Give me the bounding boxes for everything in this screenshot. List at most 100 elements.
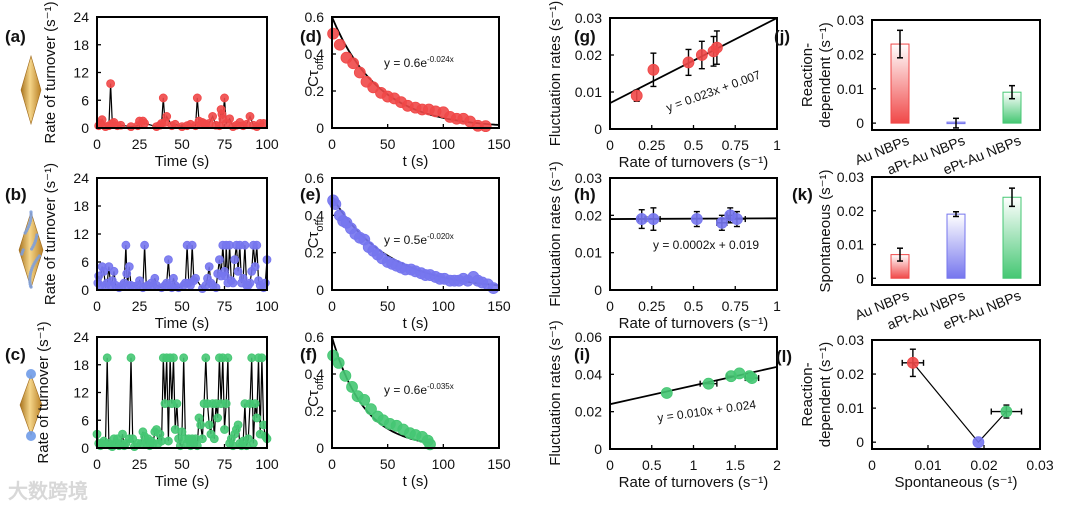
x-tick-label: 150 (487, 136, 511, 152)
axes-frame (609, 17, 778, 130)
x-tick-label: 50 (380, 298, 396, 314)
x-tick-label: 100 (432, 136, 456, 152)
x-tick-label: 75 (217, 456, 233, 472)
y-tick-label: 0.03 (837, 12, 864, 28)
data-point (682, 56, 695, 69)
y-tick-label: 0.6 (305, 170, 325, 186)
x-tick-label: 0.75 (722, 298, 749, 314)
x-tick-label: 25 (132, 298, 148, 314)
data-point (238, 273, 248, 283)
y-axis-label-text: Cτ (305, 70, 322, 87)
y-tick-label: 0 (316, 282, 324, 298)
y-tick-label: 0 (81, 120, 89, 136)
data-point (245, 278, 255, 288)
au-nbp-particle-icon (20, 54, 42, 126)
axes-frame (96, 177, 268, 291)
axes-frame (331, 177, 500, 291)
y-axis-label-line1: Reaction- (799, 43, 816, 107)
x-tick-label: 0 (328, 298, 336, 314)
data-point (106, 79, 115, 88)
data-point (252, 240, 262, 250)
y-tick-label: 0.2 (305, 83, 325, 99)
data-point (140, 240, 150, 250)
data-point (97, 115, 107, 125)
data-point (647, 63, 660, 76)
y-tick-label: 0.02 (837, 203, 864, 219)
panel-label: (j) (774, 27, 790, 46)
panel-label: (f) (300, 345, 317, 364)
panel-l: (l) 0 0.01 0.02 0.03 0 0.01 0.02 0.03 Spontaneous… (776, 332, 1054, 491)
x-tick-label: 50 (380, 456, 396, 472)
data-point (358, 393, 371, 406)
data-point (233, 420, 243, 430)
x-tick-label: 100 (255, 136, 279, 152)
error-bar (953, 211, 959, 218)
panel-c: (c) 0 6 12 18 24 0 25 50 75 100 Time (s) Rate of tur… (5, 321, 279, 490)
data-point (332, 356, 345, 369)
panel-label: (h) (574, 185, 596, 204)
y-tick-label: 0 (856, 270, 864, 286)
fit-equation: y = 0.010x + 0.024 (656, 397, 757, 425)
y-axis-label-subscript: off (314, 377, 326, 390)
data-point (972, 436, 985, 449)
y-tick-label: 0.4 (305, 207, 325, 223)
x-tick-label: 75 (217, 298, 233, 314)
panel-label: (k) (792, 185, 813, 204)
bar-green (1002, 196, 1022, 279)
y-axis-label-text: Fluctuation rates (s⁻¹) (547, 320, 564, 465)
data-point (660, 387, 673, 399)
data-point (733, 367, 746, 380)
data-point (135, 276, 144, 286)
y-tick-label: 0 (81, 282, 89, 298)
y-axis-label: Cτoff (305, 57, 326, 87)
axes-frame (96, 16, 268, 129)
y-tick-label: 0 (594, 282, 602, 298)
data-point (191, 273, 201, 283)
x-tick-label: 0 (328, 456, 336, 472)
data-point (201, 353, 211, 363)
x-axis-label: t (s) (403, 315, 429, 332)
x-tick-label: 0.03 (1026, 457, 1053, 473)
x-tick-label: 0.25 (638, 298, 665, 314)
data-point (179, 353, 189, 363)
data-point (118, 429, 127, 439)
y-tick-label: 0 (856, 434, 864, 450)
y-tick-label: 24 (73, 329, 89, 345)
x-tick-label: 75 (217, 136, 233, 152)
data-point (228, 278, 238, 288)
data-point (647, 213, 660, 225)
plot-area (901, 348, 1023, 444)
x-tick-label: 1.5 (726, 457, 746, 473)
y-tick-label: 0 (81, 440, 89, 456)
x-tick-label: 0.5 (684, 137, 704, 153)
data-point (204, 420, 214, 430)
panel-label: (e) (300, 185, 321, 204)
data-point (163, 255, 173, 265)
data-point (187, 240, 197, 250)
x-tick-label: 0.01 (914, 457, 941, 473)
y-tick-label: 6 (81, 92, 89, 108)
axes-frame (609, 336, 778, 450)
y-tick-label: 6 (81, 412, 89, 428)
error-bar (897, 29, 903, 59)
x-tick-label: 0.02 (970, 457, 997, 473)
data-point (702, 377, 715, 390)
x-tick-label: 100 (432, 298, 456, 314)
data-point (204, 262, 214, 272)
data-point (163, 436, 173, 446)
x-tick-label: 150 (487, 298, 511, 314)
y-axis-label-text: Rate of turnover (s⁻¹) (42, 163, 59, 305)
y-tick-label: 0.03 (575, 10, 602, 26)
y-tick-label: 0.01 (837, 400, 864, 416)
data-point (102, 353, 112, 363)
x-tick-label: 100 (432, 456, 456, 472)
x-tick-label: 25 (132, 136, 148, 152)
y-axis-label-subscript: off (314, 219, 326, 232)
data-point (158, 93, 168, 103)
x-tick-label: 0 (606, 137, 614, 153)
y-tick-label: 0.6 (305, 329, 325, 345)
